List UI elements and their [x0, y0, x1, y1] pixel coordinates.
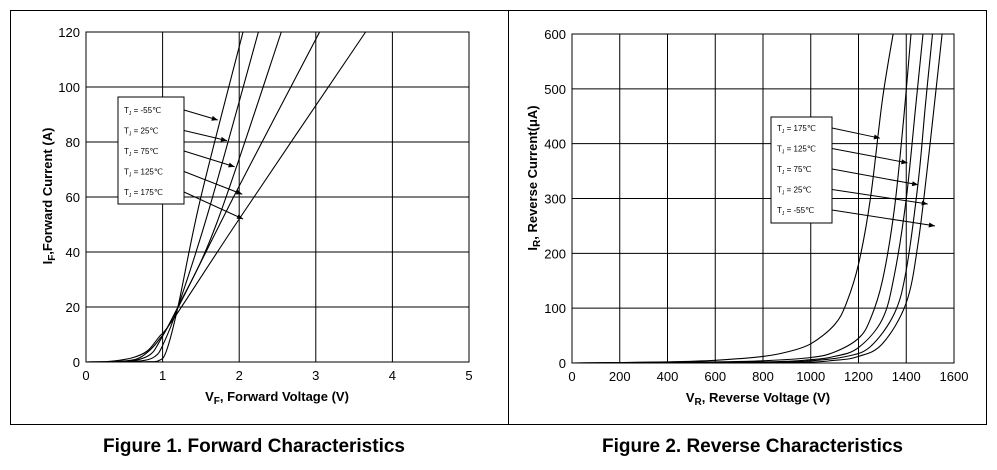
- legend-entry: TJ = 175℃: [777, 124, 816, 135]
- x-axis-label-1: VF, Forward Voltage (V): [205, 389, 349, 407]
- grid-2: [572, 34, 954, 363]
- x-tick-label: 2: [236, 368, 243, 383]
- y-tick-labels-2: 0 100 200 300 400 500 600: [544, 27, 566, 371]
- x-tick-label: 0: [82, 368, 89, 383]
- x-tick-label: 1000: [796, 369, 825, 384]
- legend-arrow: [831, 209, 935, 227]
- y-tick-label: 60: [66, 190, 80, 205]
- y-axis-label-1: IF,Forward Current (A): [40, 128, 58, 265]
- legend-entry: TJ = 75℃: [124, 147, 158, 158]
- legend-arrow: [183, 130, 228, 142]
- y-tick-label: 200: [544, 246, 566, 261]
- legend-entry: TJ = 75℃: [777, 165, 811, 176]
- legend-entry: TJ = 25℃: [124, 127, 158, 138]
- legend-arrow: [831, 148, 908, 164]
- legend-arrow: [831, 189, 928, 205]
- y-tick-label: 600: [544, 27, 566, 42]
- y-tick-label: 400: [544, 137, 566, 152]
- legend-arrow: [831, 168, 919, 186]
- legend-arrow: [183, 171, 243, 195]
- series-line-0: [571, 33, 894, 364]
- legend-entry: TJ = 25℃: [777, 186, 811, 197]
- legend-entry: TJ = -55℃: [124, 106, 161, 117]
- legend-arrowhead: [236, 214, 244, 219]
- series-group-2: [571, 33, 943, 364]
- y-tick-label: 100: [544, 301, 566, 316]
- series-group-1: [85, 31, 367, 363]
- x-tick-label: 5: [465, 368, 472, 383]
- x-tick-label: 1600: [940, 369, 969, 384]
- y-tick-label: 40: [66, 245, 80, 260]
- x-tick-label: 0: [568, 369, 575, 384]
- series-line-4: [571, 33, 943, 364]
- x-tick-label: 400: [657, 369, 679, 384]
- legend-arrow: [183, 150, 235, 168]
- legend-arrowhead: [220, 136, 227, 142]
- legend-arrowhead: [928, 222, 935, 228]
- legend-arrowhead: [921, 200, 928, 206]
- y-tick-label: 20: [66, 300, 80, 315]
- legend-arrowhead: [235, 189, 243, 195]
- y-axis-label-2: IR, Reverse Current(μA): [525, 105, 543, 250]
- x-tick-label: 1400: [892, 369, 921, 384]
- series-line-2: [571, 33, 924, 364]
- legend-2: TJ = 175℃ TJ = 125℃ TJ = 75℃ TJ = 25℃ TJ = -…: [770, 116, 935, 228]
- x-tick-label: 3: [312, 368, 319, 383]
- legend-box: [770, 116, 833, 224]
- y-tick-label: 100: [58, 80, 80, 95]
- legend-arrow: [183, 191, 244, 220]
- legend-arrowhead: [873, 134, 880, 140]
- y-tick-labels-1: 0 20 40 60 80 100 120: [58, 25, 80, 370]
- series-line-1: [85, 31, 259, 363]
- y-tick-label: 300: [544, 192, 566, 207]
- y-tick-label: 0: [73, 355, 80, 370]
- figure-1-caption: Figure 1. Forward Characteristics: [103, 436, 405, 457]
- forward-characteristics-chart: 0 1 2 3 4 5 0 20 40 60 80 100 120 VF, Forward Volta…: [40, 25, 473, 407]
- x-tick-labels-1: 0 1 2 3 4 5: [82, 368, 472, 383]
- reverse-characteristics-chart: 0 200 400 600 800 1000 1200 1400 1600 0 100 200 300…: [525, 27, 968, 408]
- y-tick-label: 120: [58, 25, 80, 40]
- series-line-4: [85, 31, 367, 363]
- x-tick-label: 1200: [844, 369, 873, 384]
- x-tick-label: 200: [609, 369, 631, 384]
- legend-1: TJ = -55℃ TJ = 25℃ TJ = 75℃ TJ = 125℃ TJ = 1…: [117, 96, 244, 220]
- y-tick-label: 500: [544, 82, 566, 97]
- series-line-2: [85, 31, 282, 363]
- legend-arrowhead: [901, 159, 908, 165]
- series-line-3: [85, 31, 321, 363]
- y-tick-label: 0: [559, 356, 566, 371]
- x-tick-label: 800: [752, 369, 774, 384]
- legend-entry: TJ = 175℃: [124, 188, 163, 199]
- legend-entry: TJ = 125℃: [777, 145, 816, 156]
- legend-arrowhead: [228, 162, 235, 168]
- figure-2-caption: Figure 2. Reverse Characteristics: [602, 436, 903, 457]
- legend-entry: TJ = -55℃: [777, 206, 814, 217]
- x-tick-label: 4: [389, 368, 396, 383]
- legend-arrowhead: [911, 181, 919, 187]
- x-tick-label: 1: [159, 368, 166, 383]
- legend-box: [117, 96, 185, 205]
- y-tick-label: 80: [66, 135, 80, 150]
- x-tick-labels-2: 0 200 400 600 800 1000 1200 1400 1600: [568, 369, 968, 384]
- x-tick-label: 600: [704, 369, 726, 384]
- legend-entry: TJ = 125℃: [124, 168, 163, 179]
- x-axis-label-2: VR, Reverse Voltage (V): [686, 390, 830, 408]
- legend-arrowhead: [211, 115, 218, 121]
- legend-arrow: [831, 127, 881, 139]
